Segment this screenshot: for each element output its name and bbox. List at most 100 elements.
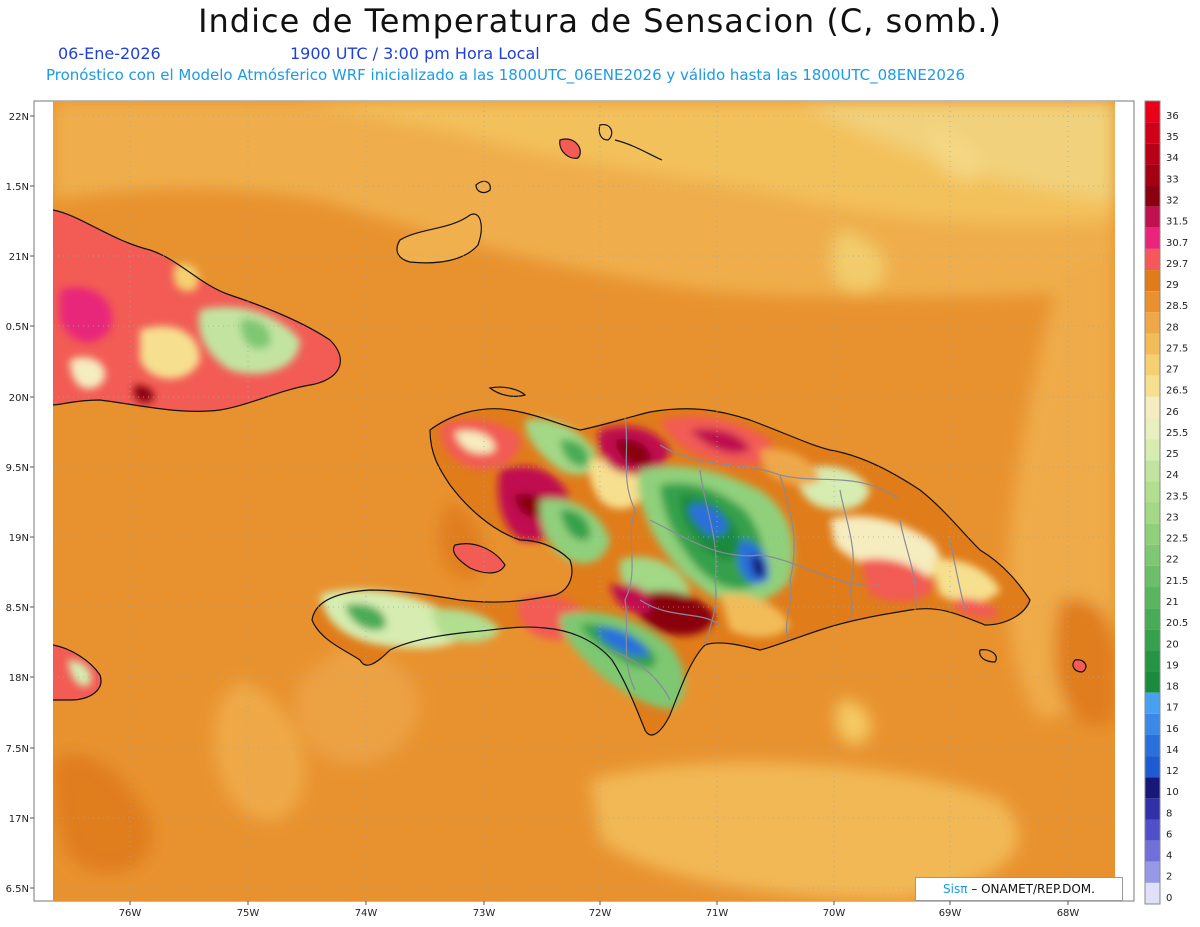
- legend-label: 23.5: [1166, 491, 1188, 502]
- legend-swatch: [1145, 502, 1160, 524]
- lon-label: 75W: [237, 908, 260, 919]
- forecast-time: 1900 UTC / 3:00 pm Hora Local: [290, 44, 540, 63]
- lat-label: 17N: [9, 814, 29, 825]
- legend-label: 26: [1166, 407, 1179, 418]
- color-legend: 363534333231.530.729.72928.52827.52726.5…: [1144, 100, 1188, 905]
- legend-label: 21: [1166, 597, 1179, 608]
- legend-label: 12: [1166, 766, 1179, 777]
- legend-label: 35: [1166, 132, 1179, 143]
- legend-swatch: [1145, 227, 1160, 249]
- legend-swatch: [1145, 587, 1160, 609]
- legend-label: 28: [1166, 322, 1179, 333]
- lon-label: 76W: [119, 908, 142, 919]
- legend-label: 14: [1166, 745, 1179, 756]
- lon-label: 74W: [355, 908, 378, 919]
- lat-label: 22N: [9, 112, 29, 123]
- legend-label: 24: [1166, 470, 1179, 481]
- legend-swatch: [1145, 248, 1160, 271]
- lon-label: 73W: [473, 908, 496, 919]
- lat-label: 18N: [9, 673, 29, 684]
- legend-label: 31.5: [1166, 217, 1188, 228]
- legend-label: 20: [1166, 639, 1179, 650]
- legend-swatch: [1145, 523, 1160, 545]
- legend-label: 17: [1166, 703, 1179, 714]
- legend-swatch: [1145, 608, 1160, 630]
- lat-label: 9.5N: [6, 463, 29, 474]
- map-title: Indice de Temperatura de Sensacion (C, s…: [198, 2, 1002, 40]
- temperature-field: [53, 101, 1115, 901]
- legend-label: 27.5: [1166, 343, 1188, 354]
- credit-text: – ONAMET/REP.DOM.: [967, 882, 1095, 896]
- legend-swatch: [1145, 692, 1160, 714]
- lat-label: 0.5N: [6, 322, 29, 333]
- legend-label: 6: [1166, 829, 1172, 840]
- legend-label: 28.5: [1166, 301, 1188, 312]
- legend-swatch: [1145, 291, 1160, 313]
- legend-swatch: [1145, 354, 1160, 376]
- longitude-labels: 76W 75W 74W 73W 72W 71W 70W 69W 68W: [119, 908, 1080, 919]
- legend-label: 27: [1166, 365, 1179, 376]
- legend-swatch: [1145, 819, 1160, 841]
- legend-frame: [1144, 100, 1161, 905]
- legend-label: 18: [1166, 682, 1179, 693]
- legend-swatch: [1145, 333, 1160, 355]
- legend-label: 10: [1166, 787, 1179, 798]
- coastlines: [53, 123, 1087, 736]
- legend-swatch: [1145, 185, 1160, 207]
- legend-swatch: [1145, 650, 1160, 672]
- legend-swatch: [1145, 396, 1160, 418]
- legend-swatch: [1145, 882, 1160, 904]
- sispi-logo: Sisπ: [943, 882, 968, 896]
- legend-swatch: [1145, 713, 1160, 735]
- legend-label: 16: [1166, 724, 1179, 735]
- legend-label: 22.5: [1166, 534, 1188, 545]
- legend-swatch: [1145, 439, 1160, 461]
- legend-swatch: [1145, 840, 1160, 862]
- hispaniola-region: [312, 408, 1030, 735]
- legend-swatch: [1145, 798, 1160, 820]
- legend-label: 34: [1166, 153, 1179, 164]
- credit-box: Sisπ – ONAMET/REP.DOM.: [915, 877, 1123, 901]
- legend-label: 21.5: [1166, 576, 1188, 587]
- legend-label: 26.5: [1166, 386, 1188, 397]
- legend-swatch: [1145, 861, 1160, 883]
- lon-label: 69W: [939, 908, 962, 919]
- legend-label: 29: [1166, 280, 1179, 291]
- legend-swatch: [1145, 481, 1160, 503]
- legend-label: 36: [1166, 111, 1179, 122]
- legend-label: 25: [1166, 449, 1179, 460]
- legend-swatch: [1145, 143, 1160, 165]
- legend-swatch: [1145, 101, 1160, 123]
- legend-swatch: [1145, 671, 1160, 693]
- lon-label: 71W: [706, 908, 729, 919]
- legend-swatch: [1145, 270, 1160, 292]
- legend-swatch: [1145, 312, 1160, 334]
- legend-label: 22: [1166, 555, 1179, 566]
- legend-label: 2: [1166, 872, 1172, 883]
- legend-label: 23: [1166, 512, 1179, 523]
- legend-swatch: [1145, 756, 1160, 778]
- lat-label: 8.5N: [6, 603, 29, 614]
- lat-label: 1.5N: [6, 182, 29, 193]
- lat-label: 19N: [9, 533, 29, 544]
- legend-swatch: [1145, 206, 1160, 228]
- forecast-date: 06-Ene-2026: [58, 44, 161, 63]
- lat-label: 20N: [9, 393, 29, 404]
- lat-label: 21N: [9, 252, 29, 263]
- legend-label: 8: [1166, 808, 1172, 819]
- latitude-labels: 22N 1.5N 21N 0.5N 20N 9.5N 19N 8.5N 18N …: [6, 112, 29, 895]
- lat-label: 7.5N: [6, 744, 29, 755]
- model-subtitle: Pronóstico con el Modelo Atmósferico WRF…: [46, 66, 966, 84]
- legend-swatch: [1145, 734, 1160, 757]
- lon-label: 72W: [589, 908, 612, 919]
- legend-swatch: [1145, 629, 1160, 651]
- legend-label: 32: [1166, 195, 1179, 206]
- legend-swatch: [1145, 122, 1160, 144]
- legend-swatch: [1145, 544, 1160, 566]
- legend-label: 25.5: [1166, 428, 1188, 439]
- legend-label: 20.5: [1166, 618, 1188, 629]
- legend-swatch: [1145, 460, 1160, 482]
- lon-ticks: [129, 901, 1069, 905]
- lat-label: 6.5N: [6, 884, 29, 895]
